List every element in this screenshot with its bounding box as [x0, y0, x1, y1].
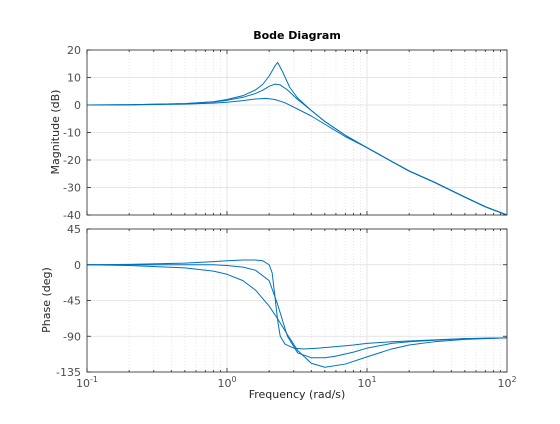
- phase-axes-frame: [86, 228, 508, 373]
- magnitude-y-tick-label: 0: [74, 99, 81, 112]
- magnitude-ylabel: Magnitude (dB): [49, 90, 62, 175]
- phase-y-tick-label: -45: [63, 295, 81, 308]
- magnitude-axes-frame: [86, 49, 508, 216]
- magnitude-y-tick-label: -10: [63, 127, 81, 140]
- chart-title: Bode Diagram: [253, 29, 341, 42]
- phase-series-line-1: [86, 259, 508, 350]
- x-tick-label: 10-1: [76, 375, 98, 390]
- magnitude-plot: 20 10 0 -10 -20 -30 -40 Magnitude (dB): [49, 44, 508, 222]
- x-tick-label: 100: [217, 375, 236, 390]
- phase-ylabel: Phase (deg): [40, 267, 53, 333]
- magnitude-series-line-3: [86, 97, 508, 216]
- magnitude-y-tick-label: -20: [63, 154, 81, 167]
- x-axis-label: Frequency (rad/s): [249, 388, 346, 401]
- x-tick-label: 101: [357, 375, 376, 390]
- magnitude-y-tick-label: 20: [67, 44, 81, 57]
- x-tick-labels: 10-1 100 101 102: [76, 375, 517, 390]
- phase-y-tick-label: 45: [67, 223, 81, 236]
- phase-plot: 45 0 -45 -90 -135 Phase (deg): [40, 223, 508, 379]
- phase-lines: [86, 259, 508, 368]
- magnitude-y-tick-label: 10: [67, 72, 81, 85]
- phase-y-tick-label: -135: [56, 366, 81, 379]
- phase-tick-labels: 45 0 -45 -90 -135: [56, 223, 81, 379]
- magnitude-y-tick-label: -30: [63, 182, 81, 195]
- x-tick-label: 102: [497, 375, 516, 390]
- magnitude-tick-labels: 20 10 0 -10 -20 -30 -40: [63, 44, 81, 222]
- phase-series-line-3: [86, 264, 508, 368]
- phase-series-line-2: [87, 264, 508, 359]
- magnitude-lines: [86, 61, 508, 216]
- magnitude-y-tick-label: -40: [63, 209, 81, 222]
- phase-y-tick-label: -90: [63, 330, 81, 343]
- phase-y-tick-label: 0: [74, 259, 81, 272]
